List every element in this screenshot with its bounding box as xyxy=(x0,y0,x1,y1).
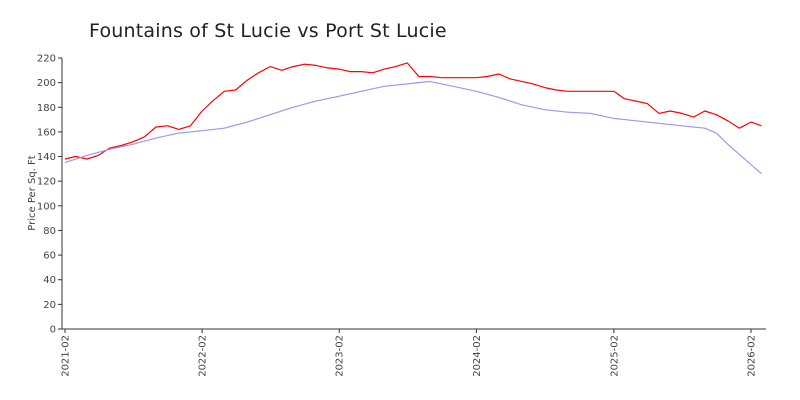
series-line-1 xyxy=(64,62,762,160)
x-tick-label: 2025-02 xyxy=(609,335,620,377)
y-tick-label: 140 xyxy=(37,152,56,163)
x-tick-label: 2022-02 xyxy=(198,335,209,377)
x-tick-label: 2024-02 xyxy=(472,335,483,377)
y-tick-label: 0 xyxy=(50,325,56,336)
y-tick-label: 220 xyxy=(37,54,56,65)
y-tick-label: 20 xyxy=(43,300,56,311)
y-tick-label: 200 xyxy=(37,78,56,89)
series-group xyxy=(64,62,762,175)
y-axis-ticks: 0 20 40 60 80 100 120 140 160 180 200 220 xyxy=(37,54,62,336)
series-line-2 xyxy=(64,80,762,175)
y-tick-label: 120 xyxy=(37,177,56,188)
y-tick-label: 100 xyxy=(37,201,56,212)
y-tick-label: 40 xyxy=(43,275,56,286)
y-tick-label: 180 xyxy=(37,103,56,114)
x-tick-label: 2021-02 xyxy=(61,335,72,377)
y-tick-label: 80 xyxy=(43,226,56,237)
x-axis-ticks: 2021-02 2022-02 2023-02 2024-02 2025-02 2026-… xyxy=(61,329,758,377)
y-tick-label: 160 xyxy=(37,127,56,138)
x-tick-label: 2026-02 xyxy=(747,335,758,377)
x-tick-label: 2023-02 xyxy=(335,335,346,377)
y-axis-title: Price Per Sq. Ft xyxy=(27,155,38,230)
y-tick-label: 60 xyxy=(43,251,56,262)
chart-title: Fountains of St Lucie vs Port St Lucie xyxy=(89,20,447,42)
